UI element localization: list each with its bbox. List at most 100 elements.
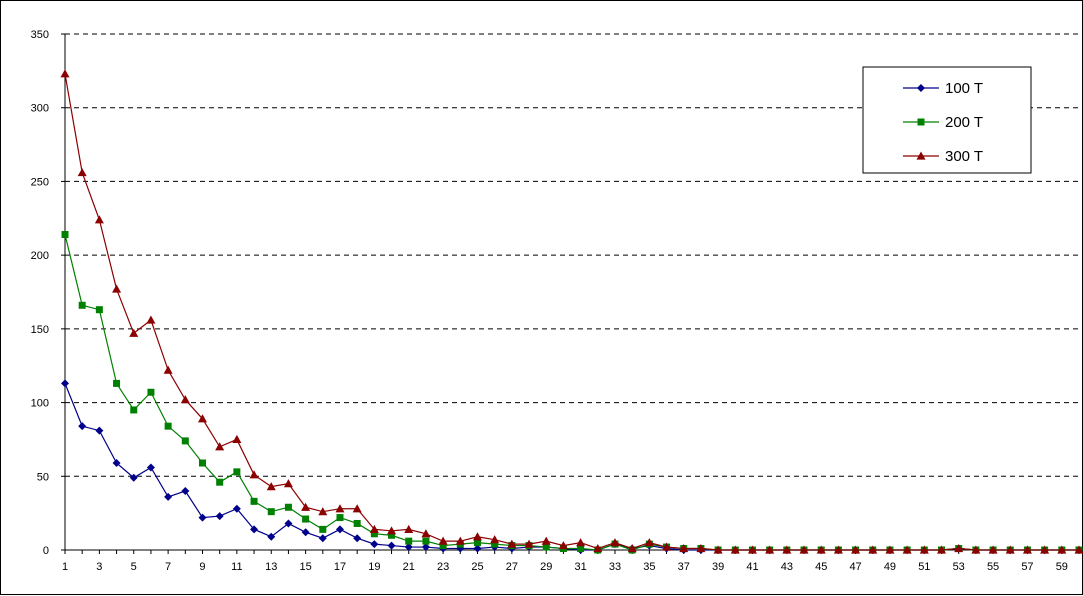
series-200-t (62, 231, 1083, 553)
data-point-300-t (215, 442, 224, 450)
legend-marker-200-t (918, 119, 925, 126)
x-tick-label: 9 (199, 561, 205, 573)
data-point-300-t (164, 366, 173, 374)
x-tick-label: 37 (678, 561, 690, 573)
data-point-200-t (354, 520, 361, 527)
data-point-300-t (473, 532, 482, 540)
data-point-300-t (232, 435, 241, 443)
legend: 100 T 200 T 300 T (863, 67, 1031, 173)
x-tick-label: 49 (884, 561, 896, 573)
y-tick-label: 150 (31, 324, 49, 336)
data-point-200-t (319, 526, 326, 533)
y-tick-label: 350 (31, 29, 49, 41)
data-point-100-t (353, 534, 361, 542)
data-point-300-t (146, 316, 155, 324)
data-point-200-t (422, 538, 429, 545)
x-tick-label: 5 (131, 561, 137, 573)
data-point-100-t (319, 534, 327, 542)
x-tick-label: 7 (165, 561, 171, 573)
data-point-300-t (112, 285, 121, 293)
x-tick-label: 25 (471, 561, 483, 573)
data-point-100-t (388, 542, 396, 550)
data-point-200-t (285, 504, 292, 511)
y-tick-label: 300 (31, 103, 49, 115)
data-point-300-t (61, 69, 70, 77)
x-tick-label: 51 (918, 561, 930, 573)
data-point-100-t (370, 540, 378, 548)
series-100-t (61, 379, 1083, 554)
data-point-200-t (147, 389, 154, 396)
x-tick-label: 3 (96, 561, 102, 573)
x-tick-label: 57 (1021, 561, 1033, 573)
data-point-100-t (61, 379, 69, 387)
x-tick-label: 13 (265, 561, 277, 573)
x-tick-label: 53 (953, 561, 965, 573)
data-point-100-t (181, 487, 189, 495)
data-point-300-t (95, 215, 104, 223)
data-point-300-t (250, 470, 259, 478)
x-tick-label: 11 (231, 561, 242, 573)
series-line-100-t (65, 383, 1079, 550)
x-tick-label: 17 (334, 561, 346, 573)
legend-label-200-t: 200 T (945, 114, 983, 131)
x-tick-label: 35 (643, 561, 655, 573)
data-point-300-t (181, 395, 190, 403)
x-tick-label: 15 (299, 561, 311, 573)
x-tick-label: 1 (62, 561, 68, 573)
y-tick-label: 0 (43, 545, 49, 557)
data-point-200-t (251, 498, 258, 505)
data-point-100-t (95, 427, 103, 435)
x-tick-label: 41 (746, 561, 758, 573)
data-point-200-t (130, 406, 137, 413)
x-tick-label: 59 (1056, 561, 1068, 573)
data-point-300-t (576, 538, 585, 546)
y-tick-label: 250 (31, 176, 49, 188)
x-tick-label: 55 (987, 561, 999, 573)
x-tick-label: 45 (815, 561, 827, 573)
data-point-100-t (147, 463, 155, 471)
y-tick-label: 50 (37, 471, 49, 483)
data-point-200-t (182, 437, 189, 444)
data-point-200-t (233, 468, 240, 475)
data-point-200-t (268, 508, 275, 515)
data-point-300-t (129, 329, 138, 337)
data-point-100-t (216, 512, 224, 520)
data-point-300-t (404, 525, 413, 533)
x-tick-label: 27 (506, 561, 518, 573)
x-tick-label: 29 (540, 561, 552, 573)
data-point-300-t (301, 503, 310, 511)
x-tick-label: 23 (437, 561, 449, 573)
data-point-200-t (199, 460, 206, 467)
x-tick-label: 31 (574, 561, 586, 573)
x-tick-label: 43 (781, 561, 793, 573)
data-point-200-t (302, 516, 309, 523)
legend-label-100-t: 100 T (945, 80, 983, 97)
x-tick-label: 39 (712, 561, 724, 573)
data-point-200-t (216, 479, 223, 486)
y-tick-label: 200 (31, 250, 49, 262)
data-point-100-t (164, 493, 172, 501)
data-point-200-t (405, 538, 412, 545)
x-tick-label: 21 (403, 561, 415, 573)
data-point-200-t (113, 380, 120, 387)
x-tick-label: 33 (609, 561, 621, 573)
data-point-200-t (96, 306, 103, 313)
data-point-300-t (542, 537, 551, 545)
data-point-200-t (79, 302, 86, 309)
data-point-100-t (302, 528, 310, 536)
x-tick-label: 19 (368, 561, 380, 573)
y-tick-label: 100 (31, 398, 49, 410)
data-point-100-t (336, 525, 344, 533)
data-point-300-t (78, 168, 87, 176)
x-tick-label: 47 (849, 561, 861, 573)
data-point-300-t (284, 479, 293, 487)
data-point-100-t (78, 422, 86, 430)
data-point-200-t (62, 231, 69, 238)
data-point-200-t (336, 514, 343, 521)
data-point-200-t (165, 423, 172, 430)
series-line-200-t (65, 235, 1079, 550)
data-point-100-t (198, 514, 206, 522)
legend-label-300-t: 300 T (945, 148, 983, 165)
